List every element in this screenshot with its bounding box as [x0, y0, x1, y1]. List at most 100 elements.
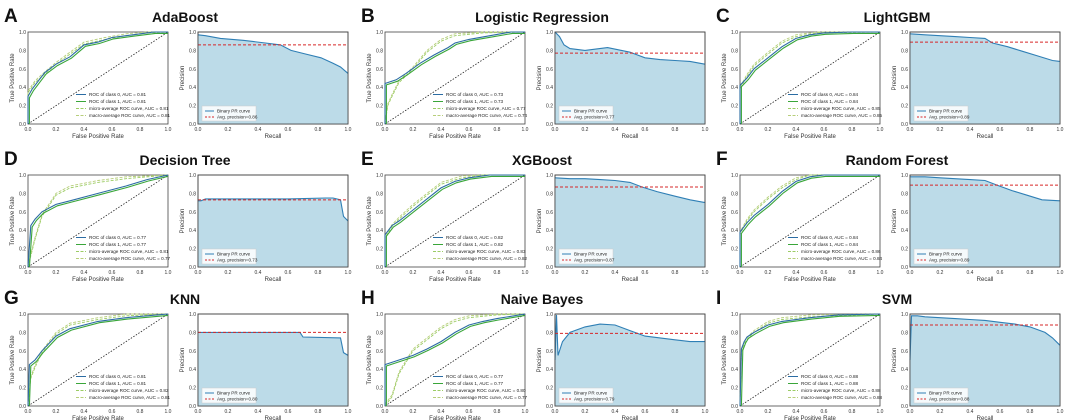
pr-x-tick: 0.4 [612, 127, 619, 133]
pr-axes-border [909, 31, 1061, 125]
pr-y-tick: 1.0 [901, 30, 908, 36]
pr-legend-box [201, 387, 257, 404]
panel-title: LightGBM [864, 9, 931, 25]
pr-x-label: Recall [265, 134, 282, 140]
pr-x-label: Recall [622, 416, 639, 420]
roc-chance-line [739, 174, 881, 268]
pr-y-tick: 0.6 [189, 349, 196, 355]
roc-y-label: True Positive Rate [722, 196, 728, 246]
pr-area-fill [555, 177, 705, 267]
roc-x-label: False Positive Rate [784, 277, 836, 283]
roc-x-tick: 0.8 [137, 409, 144, 415]
pr-legend-box [913, 105, 969, 122]
roc-chance-line [27, 174, 169, 268]
roc-y-tick: 0.0 [376, 122, 383, 128]
roc-legend-entry: micro-average ROC curve, AUC = 0.81 [89, 106, 169, 111]
pr-x-tick: 0.0 [195, 409, 202, 415]
roc-y-tick: 1.0 [731, 173, 738, 179]
roc-x-tick: 0.0 [737, 270, 744, 276]
roc-legend-entry: ROC of class 1, AUC = 0.81 [89, 99, 147, 104]
roc-y-tick: 0.2 [376, 247, 383, 253]
pr-axes-border [197, 174, 349, 268]
pr-x-tick: 0.8 [1027, 127, 1034, 133]
pr-x-tick: 1.0 [702, 409, 709, 415]
roc-x-tick: 1.0 [165, 409, 172, 415]
pr-y-label: Precision [537, 66, 543, 91]
panel-letter: H [361, 288, 375, 309]
pr-x-tick: 0.0 [195, 270, 202, 276]
roc-legend-entry: ROC of class 1, AUC = 0.77 [89, 242, 147, 247]
roc-x-tick: 0.2 [53, 409, 60, 415]
roc-x-tick: 0.2 [765, 409, 772, 415]
roc-x-tick: 0.4 [81, 409, 88, 415]
roc-x-tick: 0.0 [25, 270, 32, 276]
pr-legend-avg: Avg. precision=0.88 [929, 397, 970, 402]
pr-curve-line [554, 314, 705, 361]
roc-y-tick: 0.8 [376, 48, 383, 54]
roc-x-label: False Positive Rate [72, 134, 124, 140]
roc-x-tick: 0.6 [821, 409, 828, 415]
roc-y-tick: 0.4 [376, 85, 383, 91]
pr-y-label: Precision [180, 348, 186, 373]
pr-x-tick: 1.0 [702, 270, 709, 276]
pr-x-tick: 0.2 [582, 409, 589, 415]
roc-class1-line [385, 32, 525, 124]
roc-plot: 0.00.0 0.2 0.2 0.4 0.4 0.6 0.6 0.8 0.8 1.0 1.0 Fals… [367, 30, 529, 140]
pr-x-tick: 0.0 [195, 127, 202, 133]
roc-micro-average-line [384, 31, 526, 125]
roc-class0-line [739, 31, 880, 124]
roc-y-label: True Positive Rate [722, 335, 728, 385]
roc-x-tick: 1.0 [165, 127, 172, 133]
pr-x-tick: 0.4 [967, 409, 974, 415]
roc-y-tick: 0.4 [376, 367, 383, 373]
roc-x-tick: 0.6 [109, 127, 116, 133]
roc-legend-entry: macro-average ROC curve, AUC = 0.77 [89, 256, 171, 261]
roc-chance-line [739, 313, 881, 407]
roc-macro-average-line [739, 31, 880, 123]
roc-x-tick: 1.0 [877, 270, 884, 276]
pr-y-tick: 0.4 [189, 367, 196, 373]
panel-title: Naive Bayes [501, 291, 584, 307]
roc-y-tick: 0.4 [731, 85, 738, 91]
pr-plot: 0.00.0 0.2 0.2 0.4 0.4 0.6 0.6 0.8 0.8 1.0 1.0 Reca… [537, 173, 709, 283]
roc-x-tick: 0.4 [81, 127, 88, 133]
pr-legend-avg: Avg. precision=0.87 [574, 258, 615, 263]
roc-x-tick: 0.6 [821, 127, 828, 133]
roc-y-tick: 0.2 [731, 386, 738, 392]
pr-legend-curve: Binary PR curve [929, 391, 963, 396]
pr-x-tick: 1.0 [345, 270, 352, 276]
panel-title: Logistic Regression [475, 9, 609, 25]
panel-f: F Random Forest0.00.00.20.20.40.40.60.60.… [716, 149, 1064, 283]
roc-plot: 0.00.0 0.2 0.2 0.4 0.4 0.6 0.6 0.8 0.8 1.0 1.0 Fals… [722, 312, 884, 420]
pr-area-fill [910, 176, 1060, 267]
pr-y-tick: 1.0 [901, 312, 908, 318]
pr-x-tick: 0.6 [997, 127, 1004, 133]
roc-y-tick: 0.8 [19, 191, 26, 197]
roc-y-tick: 1.0 [19, 173, 26, 179]
roc-x-tick: 0.6 [109, 270, 116, 276]
panel-h: H Naive Bayes0.00.00.20.20.40.40.60.60.80… [361, 288, 709, 420]
roc-class1-line [385, 175, 525, 267]
pr-y-tick: 0.4 [901, 367, 908, 373]
pr-x-label: Recall [265, 277, 282, 283]
pr-x-tick: 1.0 [345, 409, 352, 415]
pr-legend-avg: Avg. precision=0.89 [929, 258, 970, 263]
roc-legend: ROC of class 0, AUC = 0.73 ROC of class 1… [433, 92, 528, 118]
roc-plot: 0.00.0 0.2 0.2 0.4 0.4 0.6 0.6 0.8 0.8 1.0 1.0 Fals… [10, 312, 172, 420]
pr-x-tick: 0.0 [552, 270, 559, 276]
roc-legend: ROC of class 0, AUC = 0.81 ROC of class 1… [76, 92, 171, 118]
roc-axes-frame [384, 31, 526, 125]
roc-macro-average-line [739, 174, 880, 266]
roc-y-tick: 1.0 [376, 312, 383, 318]
pr-y-tick: 0.4 [189, 85, 196, 91]
roc-legend-entry: macro-average ROC curve, AUC = 0.81 [89, 113, 171, 118]
panel-g: G KNN0.00.00.20.20.40.40.60.60.80.81.01.0… [4, 288, 352, 420]
roc-plot: 0.00.0 0.2 0.2 0.4 0.4 0.6 0.6 0.8 0.8 1.0 1.0 Fals… [10, 30, 172, 140]
pr-x-tick: 0.2 [582, 127, 589, 133]
panel-letter: F [716, 149, 728, 170]
pr-x-tick: 0.2 [225, 409, 232, 415]
pr-x-tick: 0.6 [642, 127, 649, 133]
roc-class0-line [739, 174, 880, 267]
roc-y-label: True Positive Rate [722, 53, 728, 103]
